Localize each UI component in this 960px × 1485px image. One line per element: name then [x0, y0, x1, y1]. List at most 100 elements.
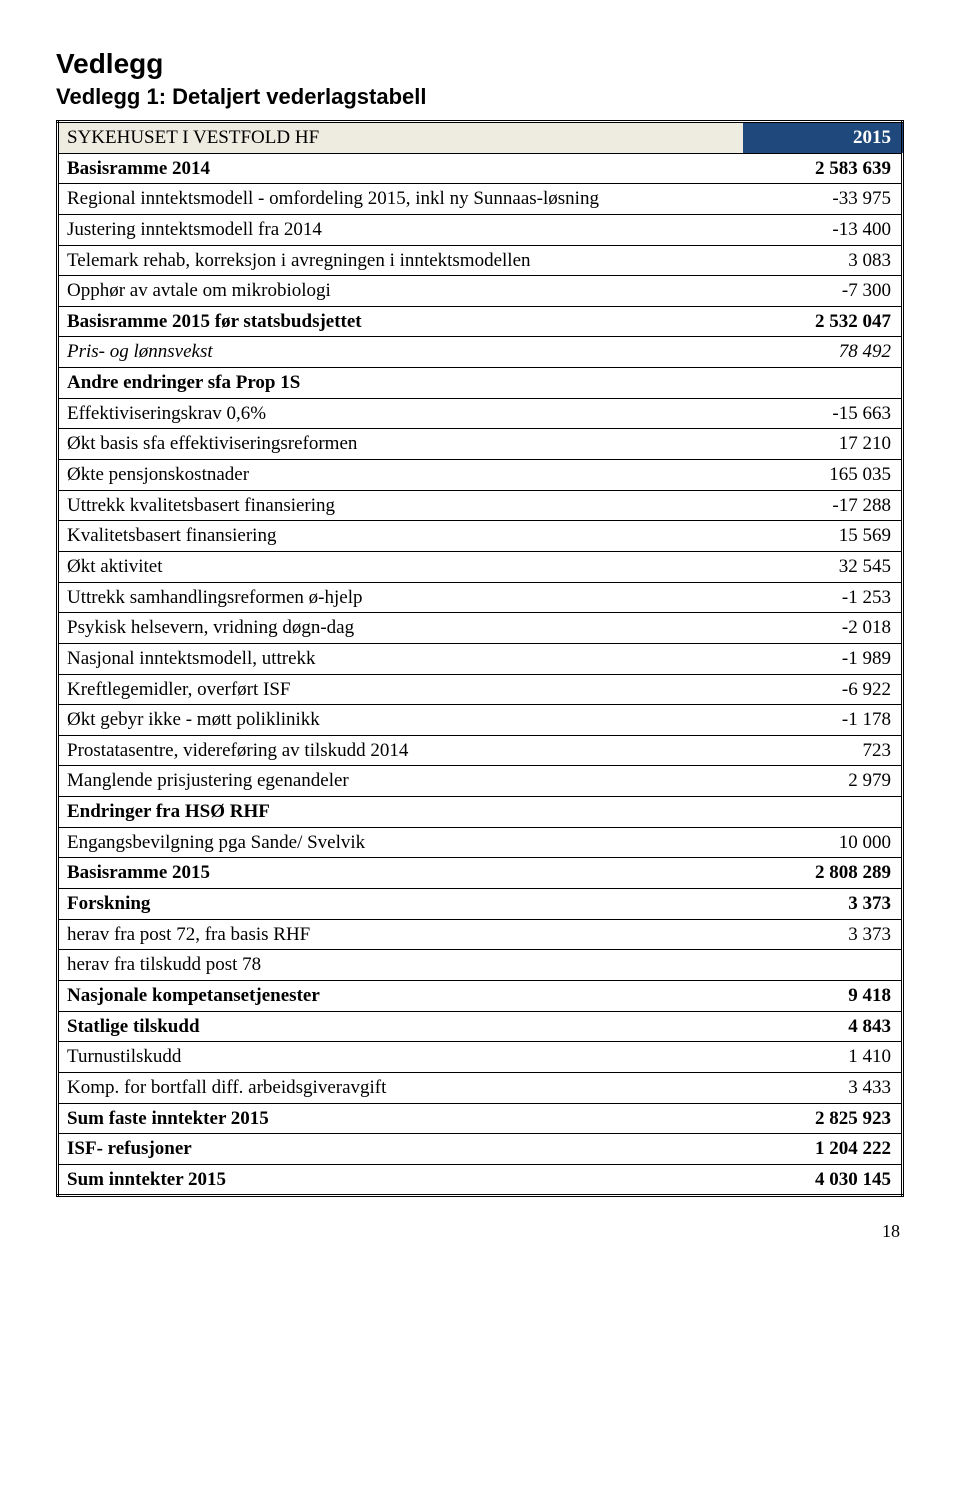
table-row: Økt aktivitet32 545	[58, 551, 903, 582]
table-row: Turnustilskudd1 410	[58, 1042, 903, 1073]
table-row-label: ISF- refusjoner	[58, 1134, 744, 1165]
table-row-label: Engangsbevilgning pga Sande/ Svelvik	[58, 827, 744, 858]
table-row: Kvalitetsbasert finansiering15 569	[58, 521, 903, 552]
table-row: Sum inntekter 20154 030 145	[58, 1164, 903, 1196]
table-row-value: 2 825 923	[743, 1103, 903, 1134]
main-heading: Vedlegg	[56, 48, 904, 80]
table-row-value: 1 410	[743, 1042, 903, 1073]
table-row-label: Telemark rehab, korreksjon i avregningen…	[58, 245, 744, 276]
table-row: Prostatasentre, videreføring av tilskudd…	[58, 735, 903, 766]
table-row: Effektiviseringskrav 0,6%-15 663	[58, 398, 903, 429]
table-row: Basisramme 20152 808 289	[58, 858, 903, 889]
table-row-value: -1 989	[743, 643, 903, 674]
table-row: Sum faste inntekter 20152 825 923	[58, 1103, 903, 1134]
table-row: Psykisk helsevern, vridning døgn-dag-2 0…	[58, 613, 903, 644]
table-row-label: Andre endringer sfa Prop 1S	[58, 368, 744, 399]
table-row: Justering inntektsmodell fra 2014-13 400	[58, 214, 903, 245]
table-row: Andre endringer sfa Prop 1S	[58, 368, 903, 399]
table-row: Økte pensjonskostnader165 035	[58, 460, 903, 491]
table-row-label: Basisramme 2014	[58, 153, 744, 184]
table-row: Uttrekk samhandlingsreformen ø-hjelp-1 2…	[58, 582, 903, 613]
table-header-row: SYKEHUSET I VESTFOLD HF 2015	[58, 122, 903, 154]
table-row-value: 2 583 639	[743, 153, 903, 184]
vederlag-table-body: SYKEHUSET I VESTFOLD HF 2015 Basisramme …	[58, 122, 903, 1196]
table-row-value: -1 178	[743, 705, 903, 736]
table-header-label: SYKEHUSET I VESTFOLD HF	[58, 122, 744, 154]
table-row: Engangsbevilgning pga Sande/ Svelvik10 0…	[58, 827, 903, 858]
table-row-value: -2 018	[743, 613, 903, 644]
page-number: 18	[56, 1221, 904, 1242]
table-row: Forskning3 373	[58, 889, 903, 920]
table-row-label: Nasjonal inntektsmodell, uttrekk	[58, 643, 744, 674]
table-row-value: 3 083	[743, 245, 903, 276]
table-row-value: 78 492	[743, 337, 903, 368]
table-row: herav fra post 72, fra basis RHF3 373	[58, 919, 903, 950]
table-row-label: Opphør av avtale om mikrobiologi	[58, 276, 744, 307]
table-header-year: 2015	[743, 122, 903, 154]
table-row: Kreftlegemidler, overført ISF-6 922	[58, 674, 903, 705]
table-row-label: Kreftlegemidler, overført ISF	[58, 674, 744, 705]
table-row-label: Statlige tilskudd	[58, 1011, 744, 1042]
table-row-value: 3 373	[743, 889, 903, 920]
table-row: Økt gebyr ikke - møtt poliklinikk-1 178	[58, 705, 903, 736]
table-row-label: Økte pensjonskostnader	[58, 460, 744, 491]
table-row-label: Økt aktivitet	[58, 551, 744, 582]
table-row-label: Manglende prisjustering egenandeler	[58, 766, 744, 797]
table-row-label: Uttrekk samhandlingsreformen ø-hjelp	[58, 582, 744, 613]
table-row: Telemark rehab, korreksjon i avregningen…	[58, 245, 903, 276]
table-row-label: Kvalitetsbasert finansiering	[58, 521, 744, 552]
table-row-value	[743, 950, 903, 981]
table-row-value: 723	[743, 735, 903, 766]
table-row-value: -15 663	[743, 398, 903, 429]
table-row-label: Pris- og lønnsvekst	[58, 337, 744, 368]
table-row-value: 15 569	[743, 521, 903, 552]
table-row-value: -1 253	[743, 582, 903, 613]
table-row-label: Prostatasentre, videreføring av tilskudd…	[58, 735, 744, 766]
table-row-value: 10 000	[743, 827, 903, 858]
table-row-label: Komp. for bortfall diff. arbeidsgiveravg…	[58, 1072, 744, 1103]
table-row: Økt basis sfa effektiviseringsreformen17…	[58, 429, 903, 460]
table-row-label: Økt basis sfa effektiviseringsreformen	[58, 429, 744, 460]
table-row-value: 9 418	[743, 980, 903, 1011]
table-row-label: Forskning	[58, 889, 744, 920]
table-row-value: 3 373	[743, 919, 903, 950]
table-row-value: -6 922	[743, 674, 903, 705]
table-row-label: Nasjonale kompetansetjenester	[58, 980, 744, 1011]
table-row-label: Regional inntektsmodell - omfordeling 20…	[58, 184, 744, 215]
sub-heading: Vedlegg 1: Detaljert vederlagstabell	[56, 84, 904, 110]
table-row-label: Basisramme 2015	[58, 858, 744, 889]
table-row-value: 165 035	[743, 460, 903, 491]
table-row-value: 4 843	[743, 1011, 903, 1042]
table-row-label: Uttrekk kvalitetsbasert finansiering	[58, 490, 744, 521]
table-row-label: Justering inntektsmodell fra 2014	[58, 214, 744, 245]
table-row-value: 2 979	[743, 766, 903, 797]
table-row-value: 3 433	[743, 1072, 903, 1103]
table-row: Uttrekk kvalitetsbasert finansiering-17 …	[58, 490, 903, 521]
vederlag-table: SYKEHUSET I VESTFOLD HF 2015 Basisramme …	[56, 120, 904, 1197]
table-row-value: 4 030 145	[743, 1164, 903, 1196]
table-row-label: Sum inntekter 2015	[58, 1164, 744, 1196]
table-row-label: Turnustilskudd	[58, 1042, 744, 1073]
table-row-label: herav fra tilskudd post 78	[58, 950, 744, 981]
table-row-value: 17 210	[743, 429, 903, 460]
table-row: Statlige tilskudd4 843	[58, 1011, 903, 1042]
table-row: herav fra tilskudd post 78	[58, 950, 903, 981]
table-row-value: 2 808 289	[743, 858, 903, 889]
table-row: Endringer fra HSØ RHF	[58, 797, 903, 828]
table-row: Regional inntektsmodell - omfordeling 20…	[58, 184, 903, 215]
table-row-label: Psykisk helsevern, vridning døgn-dag	[58, 613, 744, 644]
table-row-value	[743, 368, 903, 399]
table-row: Pris- og lønnsvekst78 492	[58, 337, 903, 368]
table-row: Nasjonale kompetansetjenester9 418	[58, 980, 903, 1011]
table-row: Opphør av avtale om mikrobiologi-7 300	[58, 276, 903, 307]
table-row: ISF- refusjoner1 204 222	[58, 1134, 903, 1165]
table-row-value: -13 400	[743, 214, 903, 245]
table-row-value: 32 545	[743, 551, 903, 582]
table-row: Basisramme 2015 før statsbudsjettet2 532…	[58, 306, 903, 337]
table-row-value: -7 300	[743, 276, 903, 307]
table-row-label: Sum faste inntekter 2015	[58, 1103, 744, 1134]
table-row-value: 2 532 047	[743, 306, 903, 337]
table-row-label: Endringer fra HSØ RHF	[58, 797, 744, 828]
table-row-value	[743, 797, 903, 828]
table-row: Komp. for bortfall diff. arbeidsgiveravg…	[58, 1072, 903, 1103]
